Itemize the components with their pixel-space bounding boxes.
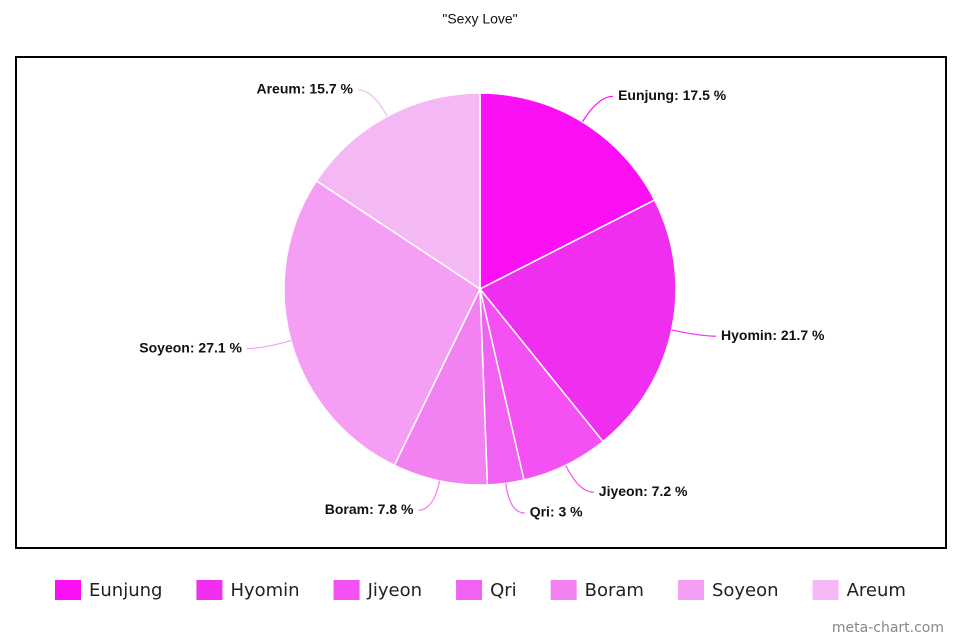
legend-label: Soyeon [712, 580, 779, 601]
leader-line [581, 95, 614, 123]
legend-swatch [677, 580, 704, 600]
pie-slice [393, 288, 489, 486]
legend-swatch [812, 580, 839, 600]
chart-title: "Sexy Love" [442, 11, 517, 27]
leader-line [565, 465, 594, 493]
plot-frame [15, 56, 947, 549]
legend-swatch [333, 580, 360, 600]
data-label: Soyeon: 27.1 % [139, 339, 242, 355]
legend-label: Eunjung [89, 580, 162, 601]
legend-swatch [550, 580, 577, 600]
leader-line [505, 483, 525, 514]
legend-swatch [55, 580, 81, 600]
data-label: Areum: 15.7 % [257, 81, 354, 97]
leader-line [418, 480, 441, 511]
pie-slice [283, 179, 481, 467]
leader-line [247, 340, 292, 350]
legend-label: Qri [490, 580, 517, 601]
legend-swatch [456, 580, 483, 600]
data-label: Qri: 3 % [530, 504, 583, 520]
data-label: Eunjung: 17.5 % [618, 87, 727, 103]
data-label: Jiyeon: 7.2 % [599, 483, 688, 499]
leader-line [357, 89, 388, 117]
pie-slice [478, 199, 677, 443]
legend-label: Boram [585, 580, 644, 601]
pie-slice [479, 92, 656, 291]
watermark: meta-chart.com [832, 620, 944, 636]
data-label: Boram: 7.8 % [325, 501, 414, 517]
legend-label: Areum [847, 580, 906, 601]
pie-slice [315, 92, 481, 291]
legend-swatch [196, 580, 223, 600]
data-label: Hyomin: 21.7 % [721, 327, 825, 343]
legend-label: Jiyeon [367, 580, 422, 601]
leader-line [671, 329, 717, 337]
legend-label: Hyomin [230, 580, 299, 601]
